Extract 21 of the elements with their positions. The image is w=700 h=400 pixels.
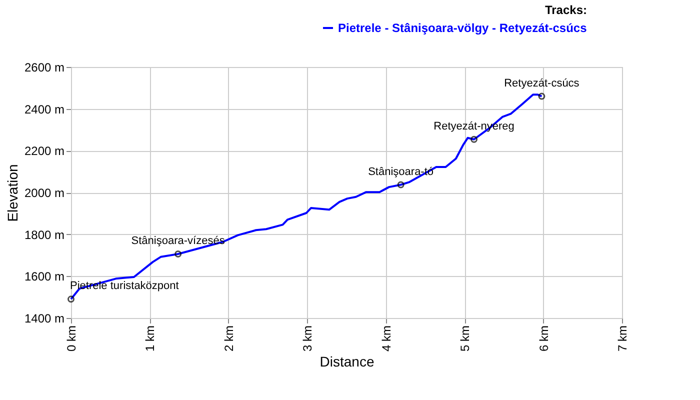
x-tick-label: 4 km (379, 326, 394, 352)
legend-label: Pietrele - Stânişoara-völgy - Retyezát-csúcs (338, 21, 588, 35)
x-tick-label: 3 km (300, 326, 315, 352)
y-axis-title: Elevation (4, 164, 20, 222)
y-tick-label: 2600 m (24, 60, 64, 74)
y-tick-label: 1800 m (24, 228, 64, 242)
y-tick-label: 2000 m (24, 186, 64, 200)
x-axis-title: Distance (320, 354, 374, 370)
y-tick-label: 1400 m (24, 312, 64, 326)
x-tick-label: 5 km (458, 326, 472, 352)
y-tick-label: 2400 m (24, 102, 64, 116)
x-tick-label: 7 km (616, 326, 630, 352)
y-tick-label: 2200 m (24, 144, 64, 158)
x-tick-label: 1 km (143, 326, 158, 352)
y-tick-label: 1600 m (24, 270, 64, 284)
x-tick-label: 6 km (536, 326, 551, 352)
annotation: Stânişoara-vízesés (131, 234, 226, 247)
annotation: Retyezát-csúcs (504, 77, 580, 90)
x-tick-label: 0 km (64, 326, 78, 352)
legend-title: Tracks: (544, 3, 587, 17)
x-tick-label: 2 km (222, 326, 236, 352)
